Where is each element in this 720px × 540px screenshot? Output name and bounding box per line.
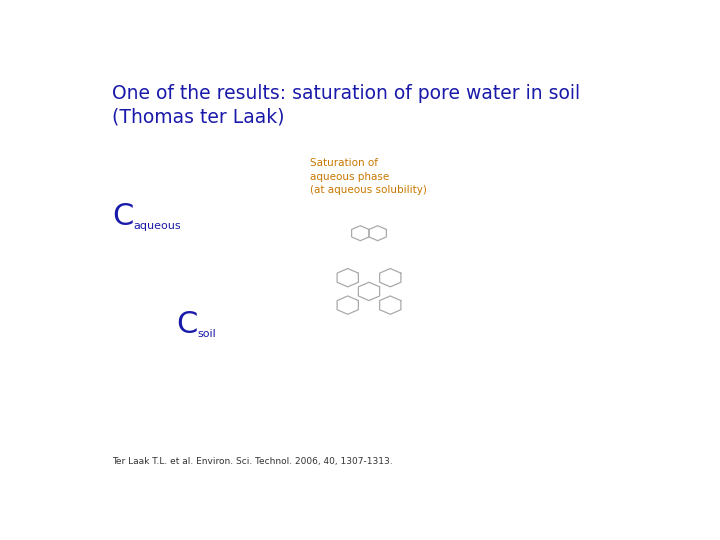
Text: C: C bbox=[176, 310, 198, 339]
Text: soil: soil bbox=[198, 329, 217, 339]
Text: C: C bbox=[112, 202, 134, 231]
Text: Ter Laak T.L. et al. Environ. Sci. Technol. 2006, 40, 1307-1313.: Ter Laak T.L. et al. Environ. Sci. Techn… bbox=[112, 457, 393, 466]
Text: One of the results: saturation of pore water in soil
(Thomas ter Laak): One of the results: saturation of pore w… bbox=[112, 84, 580, 126]
Text: Saturation of
aqueous phase
(at aqueous solubility): Saturation of aqueous phase (at aqueous … bbox=[310, 158, 427, 195]
Text: aqueous: aqueous bbox=[133, 221, 181, 231]
